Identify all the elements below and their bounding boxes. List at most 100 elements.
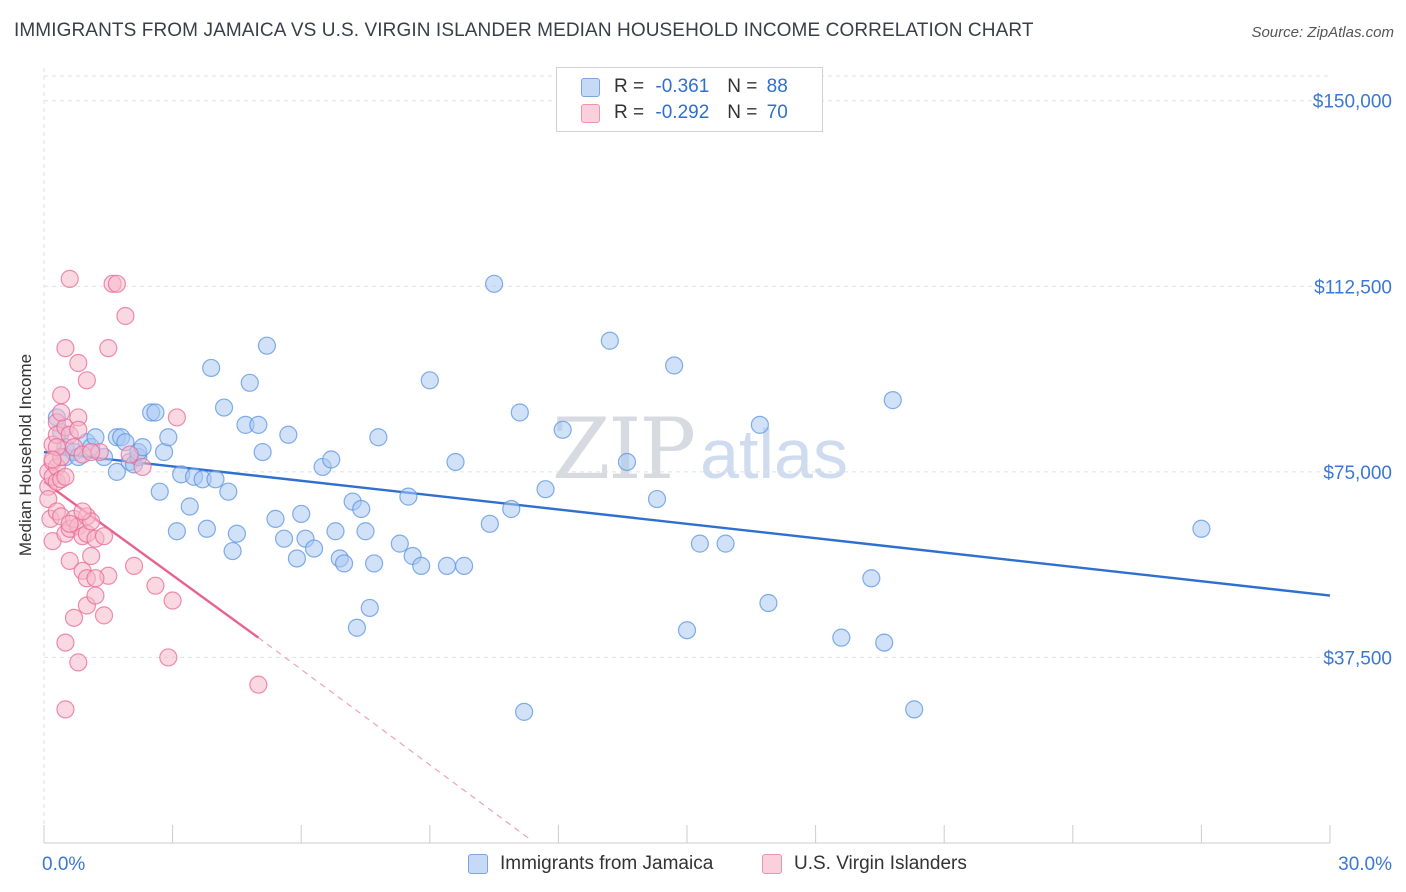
point-jamaica xyxy=(399,487,418,506)
point-virgin-islanders xyxy=(56,633,75,652)
point-jamaica xyxy=(206,470,225,489)
y-tick-label: $150,000 xyxy=(1313,92,1392,113)
point-jamaica xyxy=(502,499,521,519)
point-virgin-islanders xyxy=(56,339,75,358)
point-virgin-islanders xyxy=(107,274,126,293)
point-jamaica xyxy=(677,621,697,640)
point-jamaica xyxy=(107,462,126,481)
point-virgin-islanders xyxy=(86,586,105,605)
point-virgin-islanders xyxy=(52,403,71,422)
point-virgin-islanders xyxy=(82,442,101,462)
point-jamaica xyxy=(390,534,409,553)
point-virgin-islanders xyxy=(159,648,178,667)
point-virgin-islanders xyxy=(56,700,75,719)
point-virgin-islanders xyxy=(60,269,79,288)
point-jamaica xyxy=(279,425,298,444)
legend-r-value-virgin-islanders: -0.292 xyxy=(655,102,710,123)
point-virgin-islanders xyxy=(52,386,71,405)
point-jamaica xyxy=(454,556,474,575)
point-jamaica xyxy=(510,403,529,422)
point-jamaica xyxy=(356,522,375,541)
point-virgin-islanders xyxy=(94,527,114,546)
legend-row-jamaica: R = -0.361 N = 88 xyxy=(581,75,788,99)
point-jamaica xyxy=(202,358,221,378)
point-virgin-islanders xyxy=(120,445,139,464)
chart-title: IMMIGRANTS FROM JAMAICA VS U.S. VIRGIN I… xyxy=(14,20,1034,41)
point-jamaica xyxy=(485,274,504,293)
x-tick-label-max: 30.0% xyxy=(1338,854,1392,875)
y-tick-label: $37,500 xyxy=(1323,648,1392,669)
point-virgin-islanders xyxy=(69,353,88,373)
point-virgin-islanders xyxy=(116,306,135,326)
trend-lines xyxy=(43,450,1331,839)
point-jamaica xyxy=(446,452,465,472)
trend-line-virgin-islanders-extension xyxy=(257,637,529,839)
point-jamaica xyxy=(347,618,367,637)
point-jamaica xyxy=(180,497,199,516)
legend-swatch-virgin-islanders xyxy=(581,103,600,123)
axes xyxy=(43,825,1331,844)
point-jamaica xyxy=(219,482,238,501)
source-credit: Source: ZipAtlas.com xyxy=(1251,24,1394,41)
y-tick-label: $112,500 xyxy=(1314,277,1392,298)
legend-r-label: R = xyxy=(614,76,645,97)
point-jamaica xyxy=(257,336,277,355)
point-jamaica xyxy=(883,391,902,410)
point-virgin-islanders xyxy=(124,556,144,575)
point-jamaica xyxy=(832,628,851,647)
legend-n-label: N = xyxy=(727,76,758,97)
point-virgin-islanders xyxy=(82,546,101,566)
point-jamaica xyxy=(600,331,619,350)
point-jamaica xyxy=(690,534,709,553)
point-jamaica xyxy=(274,529,294,548)
series-label-jamaica: Immigrants from Jamaica xyxy=(500,853,714,874)
point-jamaica xyxy=(420,371,439,390)
point-jamaica xyxy=(647,489,667,509)
series-legend-virgin-islanders: U.S. Virgin Islanders xyxy=(762,852,967,876)
watermark-zip: ZIP xyxy=(552,400,696,498)
point-jamaica xyxy=(665,356,684,375)
point-jamaica xyxy=(167,522,186,541)
point-virgin-islanders xyxy=(133,457,152,477)
point-jamaica xyxy=(553,420,572,439)
point-jamaica xyxy=(515,702,534,721)
point-jamaica xyxy=(240,373,259,392)
point-jamaica xyxy=(716,534,735,553)
point-jamaica xyxy=(412,556,431,575)
point-jamaica xyxy=(759,593,778,613)
point-virgin-islanders xyxy=(86,569,105,588)
point-jamaica xyxy=(480,514,499,533)
zipatlas-watermark: ZIPatlas xyxy=(552,400,848,498)
point-virgin-islanders xyxy=(73,502,92,521)
point-jamaica xyxy=(223,541,242,561)
point-jamaica xyxy=(249,415,268,434)
point-jamaica xyxy=(197,519,216,538)
point-jamaica xyxy=(304,539,324,558)
legend-r-label: R = xyxy=(614,102,645,123)
series-swatch-virgin-islanders xyxy=(762,854,782,874)
point-jamaica xyxy=(360,598,379,618)
data-points xyxy=(39,269,1211,721)
point-jamaica xyxy=(150,482,169,501)
point-virgin-islanders xyxy=(56,467,75,486)
point-jamaica xyxy=(214,398,234,417)
series-swatch-jamaica xyxy=(468,854,488,874)
point-jamaica xyxy=(159,428,178,447)
gridlines xyxy=(43,68,1330,843)
point-jamaica xyxy=(352,499,371,519)
point-virgin-islanders xyxy=(94,606,114,625)
point-jamaica xyxy=(253,442,272,462)
legend-swatch-jamaica xyxy=(581,77,600,97)
point-jamaica xyxy=(266,509,285,528)
point-jamaica xyxy=(750,415,769,434)
point-jamaica xyxy=(905,700,924,719)
point-jamaica xyxy=(326,522,345,541)
point-jamaica xyxy=(617,452,637,472)
point-virgin-islanders xyxy=(146,576,165,595)
point-jamaica xyxy=(146,403,165,422)
point-virgin-islanders xyxy=(99,339,118,358)
point-virgin-islanders xyxy=(60,551,79,571)
point-jamaica xyxy=(292,504,311,524)
legend-n-value-virgin-islanders: 70 xyxy=(766,102,788,123)
